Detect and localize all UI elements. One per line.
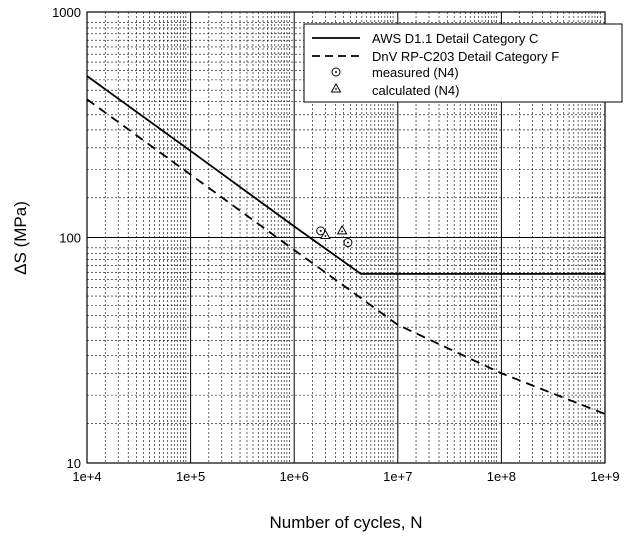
legend-box <box>303 23 623 103</box>
measured-point <box>343 238 353 248</box>
series-layer <box>86 75 606 415</box>
x-tick-label: 1e+4 <box>72 469 101 484</box>
x-tick-label: 1e+8 <box>487 469 516 484</box>
legend-marker-measured <box>331 67 341 77</box>
legend: AWS D1.1 Detail Category C DnV RP-C203 D… <box>303 23 623 103</box>
calculated-point <box>320 229 331 240</box>
series-line-aws <box>86 75 605 275</box>
series-line-dnv <box>86 98 606 415</box>
legend-marker-calculated <box>330 82 342 93</box>
x-tick-label: 1e+7 <box>383 469 412 484</box>
x-tick-label: 1e+9 <box>590 469 619 484</box>
x-axis-label: Number of cycles, N <box>269 513 422 532</box>
grid <box>86 11 606 464</box>
legend-label-dnv: DnV RP-C203 Detail Category F <box>372 49 559 64</box>
y-tick-label: 1000 <box>52 5 81 20</box>
legend-label-calculated: calculated (N4) <box>372 83 459 98</box>
x-tick-label: 1e+6 <box>280 469 309 484</box>
x-tick-label: 1e+5 <box>176 469 205 484</box>
tick-labels: 1e+4 1e+5 1e+6 1e+7 1e+8 1e+9 10 100 1000 <box>52 5 620 484</box>
y-axis-label: ΔS (MPa) <box>11 201 30 275</box>
calculated-point <box>336 224 348 235</box>
y-tick-label: 10 <box>67 456 81 471</box>
legend-label-measured: measured (N4) <box>372 65 459 80</box>
plot-frame <box>86 11 606 464</box>
y-tick-label: 100 <box>59 231 81 246</box>
legend-label-aws: AWS D1.1 Detail Category C <box>372 31 538 46</box>
